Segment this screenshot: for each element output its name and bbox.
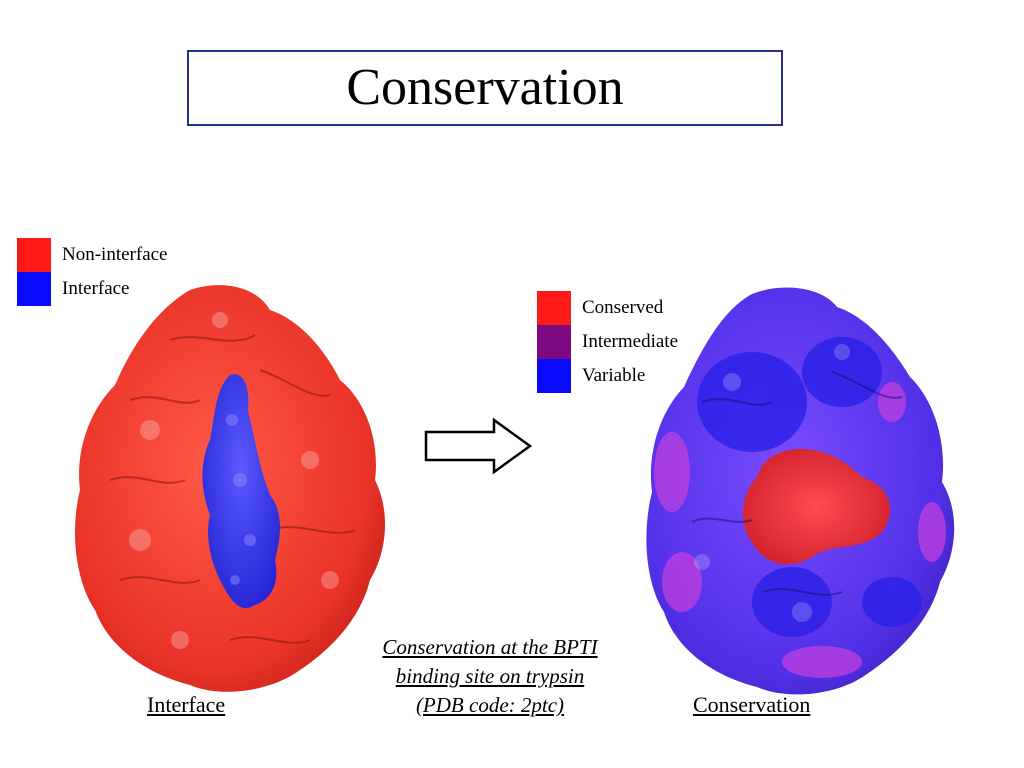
legend-label-conserved: Conserved <box>582 297 664 318</box>
figure-description-line-3: (PDB code: 2ptc) <box>415 693 565 717</box>
legend-swatch-conserved <box>537 291 571 325</box>
legend-label-intermediate: Intermediate <box>582 331 679 352</box>
legend-swatch-intermediate <box>537 325 571 359</box>
conservation-legend: Conserved Intermediate Variable <box>537 291 678 393</box>
interface-surface-image <box>75 285 386 692</box>
legend-item-non-interface: Non-interface <box>17 238 168 272</box>
legend-swatch-interface <box>17 272 51 306</box>
figure-description-line-1: Conservation at the BPTI <box>382 635 598 659</box>
legend-label-variable: Variable <box>582 365 646 386</box>
interface-legend: Non-interface Interface <box>17 238 168 306</box>
legend-swatch-variable <box>537 359 571 393</box>
figure-description-line-2: binding site on trypsin <box>395 664 585 688</box>
conservation-caption: Conservation <box>693 692 811 717</box>
title-box: Conservation <box>187 50 783 126</box>
figure-description: Conservation at the BPTI binding site on… <box>340 633 640 720</box>
interface-caption: Interface <box>147 692 226 717</box>
legend-item-interface: Interface <box>17 272 168 306</box>
conservation-surface-image <box>646 287 955 695</box>
conserved-patch <box>742 448 891 565</box>
legend-item-conserved: Conserved <box>537 291 678 325</box>
legend-swatch-non-interface <box>17 238 51 272</box>
legend-label-non-interface: Non-interface <box>62 244 168 265</box>
interface-patch <box>202 374 280 609</box>
legend-label-interface: Interface <box>62 278 130 299</box>
legend-item-variable: Variable <box>537 359 678 393</box>
right-arrow-icon <box>424 418 533 474</box>
slide-title: Conservation <box>346 59 624 116</box>
legend-item-intermediate: Intermediate <box>537 325 678 359</box>
